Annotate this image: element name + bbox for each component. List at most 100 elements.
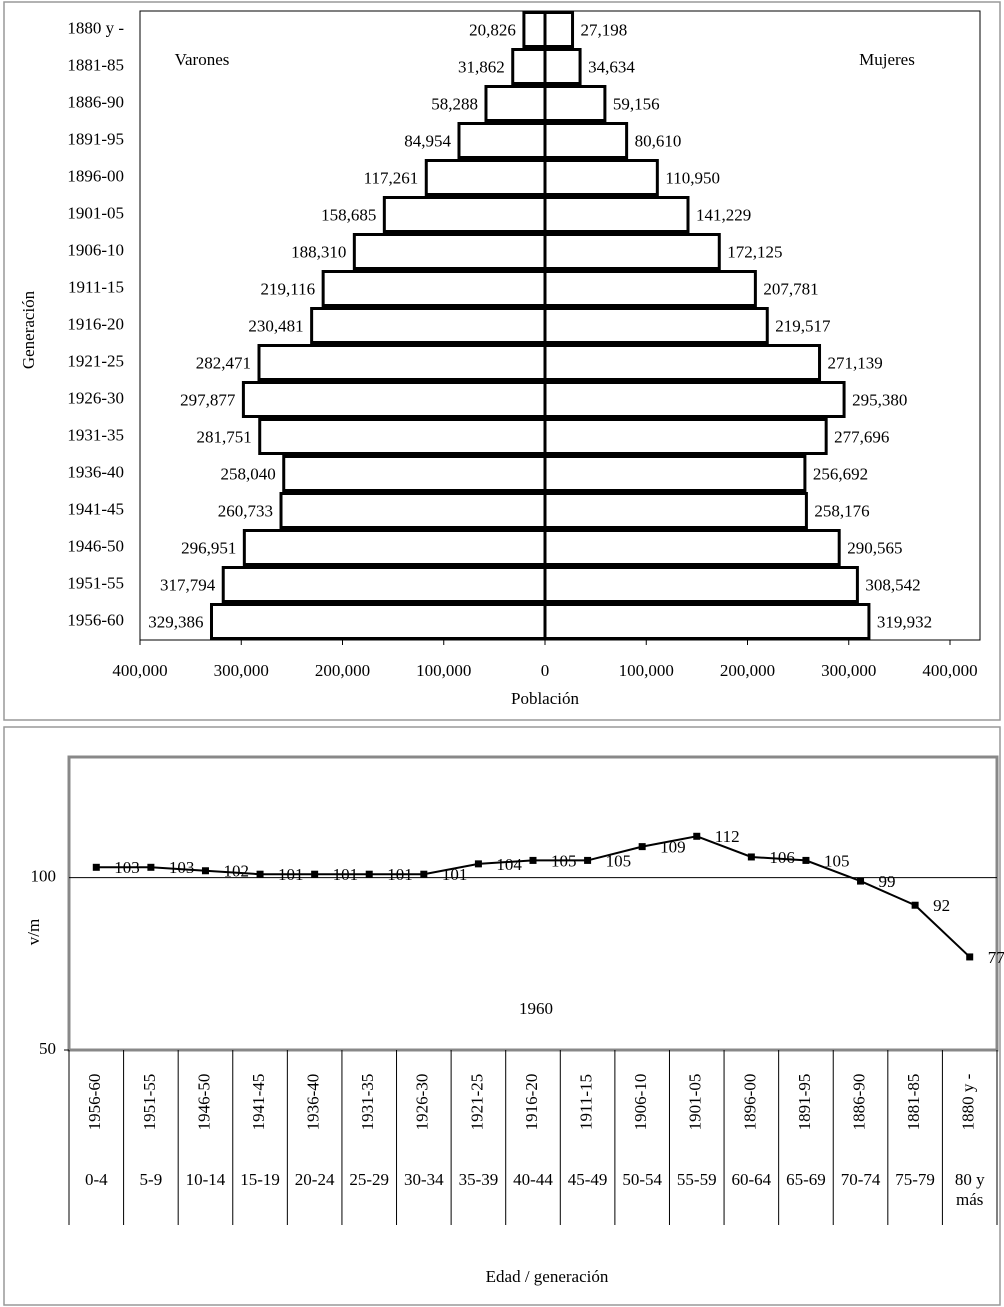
age-label: 20-24 [294,1170,335,1189]
y-tick-label: 1916-20 [67,314,124,333]
value-label: 101 [278,865,304,884]
value-label: 260,733 [218,501,273,520]
value-label: 27,198 [581,20,628,39]
chart-frame [3,726,1001,1306]
x-tick-label: 300,000 [821,661,876,680]
marker [911,901,919,909]
value-label: 92 [933,896,950,915]
value-label: 106 [769,848,795,867]
value-label: 172,125 [727,242,782,261]
bar [424,159,547,196]
x-tick-label: 0 [541,661,550,680]
bar [543,85,607,122]
value-label: 317,794 [160,575,216,594]
marker [638,843,646,851]
value-label: 105 [606,851,632,870]
age-label: 35-39 [458,1170,499,1189]
value-label: 102 [223,862,249,881]
value-label: 104 [496,855,522,874]
y-tick-label: 1921-25 [67,351,124,370]
marker [201,867,209,875]
y-tick-label: 1886-90 [67,92,124,111]
age-label: 45-49 [567,1170,608,1189]
value-label: 282,471 [196,353,251,372]
value-label: 295,380 [852,390,907,409]
value-label: 277,696 [834,427,889,446]
x-tick-label-2: 45-49 [567,1170,608,1189]
value-label: 84,954 [404,131,451,150]
y-axis-label: Generación [19,290,38,369]
x-tick-label-2: 40-44 [513,1170,553,1189]
x-tick-label-2: 55-59 [676,1170,717,1189]
bar [543,566,859,603]
age-label: 50-54 [622,1170,662,1189]
bar [282,455,547,492]
value-label: 230,481 [248,316,303,335]
age-label: 55-59 [676,1170,717,1189]
bar [257,344,547,381]
value-label: 77 [988,948,1004,967]
value-label: 188,310 [291,242,346,261]
x-tick-label-2: 80 y más [955,1170,985,1209]
bar [321,270,547,307]
age-label: 10-14 [185,1170,226,1189]
x-tick-label-2: 50-54 [622,1170,662,1189]
y-tick-label: 1896-00 [67,166,124,185]
age-label: 25-29 [349,1170,390,1189]
legend-label: Varones [175,50,230,69]
marker [529,856,537,864]
age-label: 75-79 [895,1170,935,1189]
age-label: 5-9 [139,1170,163,1189]
value-label: 103 [114,858,140,877]
value-label: 207,781 [763,279,818,298]
bar [543,122,629,159]
y-tick-label: 100 [31,867,57,886]
value-label: 297,877 [180,390,236,409]
x-tick-label: 1891-95 [795,1074,814,1131]
marker [92,863,100,871]
x-axis-label: Edad / generación [486,1267,609,1286]
x-tick-label: 400,000 [922,661,977,680]
age-label: 70-74 [840,1170,881,1189]
bar [543,270,757,307]
age-label: 65-69 [786,1170,826,1189]
y-tick-label: 50 [39,1039,56,1058]
marker [857,877,865,885]
marker [693,832,701,840]
x-tick-label-2: 5-9 [139,1170,163,1189]
bar [543,603,871,640]
y-tick-label: 1956-60 [67,610,124,629]
bar [511,48,547,85]
value-label: 117,261 [364,168,419,187]
x-tick-label-2: 30-34 [403,1170,444,1189]
legend-label: Mujeres [859,50,915,69]
x-tick-label: 100,000 [416,661,471,680]
bar [543,418,828,455]
bar [543,196,690,233]
value-label: 34,634 [588,57,635,76]
x-tick-label-2: 35-39 [458,1170,499,1189]
x-tick-label-2: 10-14 [185,1170,226,1189]
value-label: 58,288 [431,94,478,113]
value-label: 219,116 [261,279,316,298]
value-label: 296,951 [181,538,236,557]
y-tick-label: 1926-30 [67,388,124,407]
value-label: 103 [169,858,195,877]
y-tick-label: 1936-40 [67,462,124,481]
x-tick-label: 1886-90 [849,1074,868,1131]
bar [543,529,841,566]
x-tick-label-2: 60-64 [732,1170,772,1189]
marker [256,870,264,878]
bar [209,603,547,640]
y-tick-label: 1931-35 [67,425,124,444]
bar [221,566,547,603]
bar [543,48,582,85]
x-tick-label: 1956-60 [85,1074,104,1131]
value-label: 80,610 [635,131,682,150]
plot-area [67,755,999,1052]
value-label: 101 [387,865,413,884]
value-label: 110,950 [665,168,720,187]
x-tick-label: 200,000 [315,661,370,680]
age-label: 15-19 [240,1170,280,1189]
age-label: 30-34 [403,1170,444,1189]
